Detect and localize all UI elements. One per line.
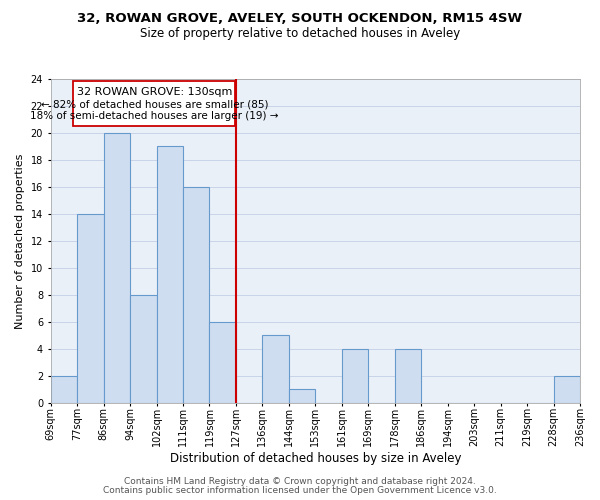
Bar bbox=[157, 146, 183, 403]
Bar bbox=[342, 349, 368, 403]
Text: Contains HM Land Registry data © Crown copyright and database right 2024.: Contains HM Land Registry data © Crown c… bbox=[124, 477, 476, 486]
Bar bbox=[50, 376, 77, 403]
Bar bbox=[289, 390, 316, 403]
Text: Size of property relative to detached houses in Aveley: Size of property relative to detached ho… bbox=[140, 28, 460, 40]
Bar bbox=[209, 322, 236, 403]
Bar bbox=[77, 214, 104, 403]
Text: ← 82% of detached houses are smaller (85): ← 82% of detached houses are smaller (85… bbox=[41, 99, 268, 109]
Bar bbox=[130, 295, 157, 403]
Bar bbox=[262, 336, 289, 403]
Y-axis label: Number of detached properties: Number of detached properties bbox=[15, 154, 25, 328]
Bar bbox=[554, 376, 580, 403]
Bar bbox=[104, 133, 130, 403]
Bar bbox=[183, 187, 209, 403]
Text: Contains public sector information licensed under the Open Government Licence v3: Contains public sector information licen… bbox=[103, 486, 497, 495]
Bar bbox=[395, 349, 421, 403]
Text: 32, ROWAN GROVE, AVELEY, SOUTH OCKENDON, RM15 4SW: 32, ROWAN GROVE, AVELEY, SOUTH OCKENDON,… bbox=[77, 12, 523, 26]
Text: 32 ROWAN GROVE: 130sqm: 32 ROWAN GROVE: 130sqm bbox=[77, 87, 232, 97]
FancyBboxPatch shape bbox=[73, 81, 235, 126]
Text: 18% of semi-detached houses are larger (19) →: 18% of semi-detached houses are larger (… bbox=[30, 112, 278, 122]
X-axis label: Distribution of detached houses by size in Aveley: Distribution of detached houses by size … bbox=[170, 452, 461, 465]
